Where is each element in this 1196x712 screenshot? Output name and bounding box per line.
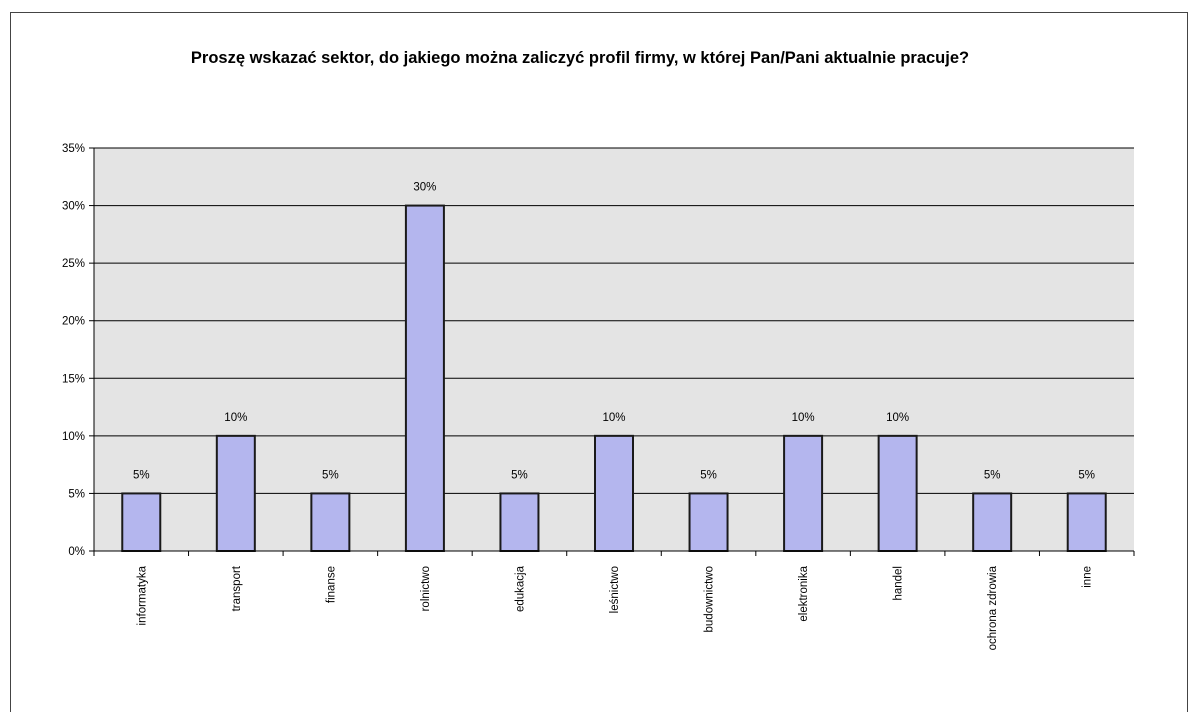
x-tick-label: handel	[893, 566, 905, 601]
bar-data-label: 10%	[792, 412, 815, 424]
x-tick-label: inne	[1082, 566, 1094, 588]
bar-data-label: 5%	[1078, 469, 1095, 481]
y-tick-label: 10%	[62, 431, 85, 443]
bars	[121, 204, 1107, 553]
bar-data-label: 10%	[602, 412, 625, 424]
bar-data-label: 10%	[886, 412, 909, 424]
y-tick-label: 0%	[68, 546, 85, 558]
y-tick-label: 25%	[62, 258, 85, 270]
y-tick-label: 20%	[62, 316, 85, 328]
y-axis: 0% 5% 10% 15% 20% 25% 30% 35%	[62, 143, 95, 558]
bar	[1066, 492, 1107, 552]
bar-data-label: 30%	[413, 182, 436, 194]
x-tick-label: leśnictwo	[609, 566, 621, 613]
y-tick-label: 5%	[68, 488, 85, 500]
bar	[783, 434, 824, 553]
x-tick-label: rolnictwo	[420, 566, 432, 611]
bar	[404, 204, 445, 552]
x-axis: informatyka transport finanse rolnictwo eduk…	[93, 550, 1135, 650]
x-tick-label: edukacja	[514, 565, 526, 612]
bar-data-label: 5%	[322, 469, 339, 481]
bar	[877, 434, 918, 553]
chart-title: Proszę wskazać sektor, do jakiego można …	[190, 49, 970, 67]
y-tick-label: 30%	[62, 201, 85, 213]
bar	[594, 434, 634, 553]
bar-data-label: 5%	[984, 469, 1001, 481]
x-tick-label: elektronika	[798, 565, 810, 621]
x-tick-label: finanse	[325, 566, 337, 603]
bar	[499, 492, 540, 552]
bar	[121, 492, 162, 552]
bar	[310, 492, 351, 552]
y-tick-label: 15%	[62, 373, 85, 385]
bar-data-label: 5%	[511, 469, 528, 481]
x-tick-label: budownictwo	[704, 566, 716, 632]
bar-data-label: 5%	[133, 469, 150, 481]
x-tick-label: ochrona zdrowia	[987, 565, 999, 650]
y-tick-label: 35%	[62, 143, 85, 155]
bar-data-label: 10%	[224, 412, 247, 424]
bar-data-label: 5%	[700, 469, 717, 481]
bar	[972, 492, 1013, 552]
bar	[215, 434, 256, 553]
bar	[688, 492, 729, 552]
x-tick-label: informatyka	[136, 565, 148, 625]
x-tick-label: transport	[231, 565, 243, 611]
chart-frame	[10, 12, 1188, 712]
data-labels: 5% 10% 5% 30% 5% 10% 5% 10% 10% 5% 5%	[133, 182, 1095, 482]
